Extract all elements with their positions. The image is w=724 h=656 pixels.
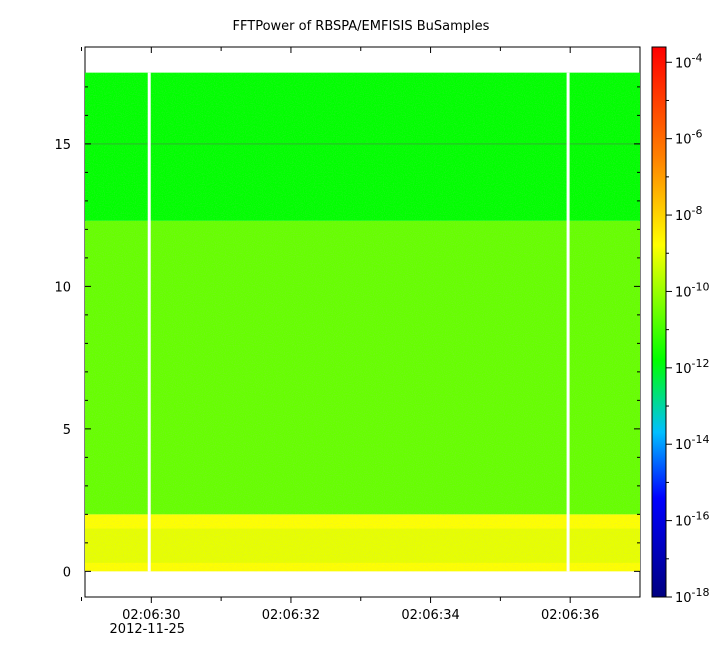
y-tick-label: 10 xyxy=(54,280,71,295)
colorbar: 10-4 10-6 10-8 10-10 10-12 10-14 10-16 10-18 xyxy=(651,46,710,606)
colorbar-ticks: 10-4 10-6 10-8 10-10 10-12 10-14 10-16 10-18 xyxy=(666,51,710,606)
colorbar-gradient xyxy=(651,46,667,598)
spectrogram-features xyxy=(85,72,640,572)
spectrogram-noise-texture xyxy=(85,72,640,572)
y-tick-label: 15 xyxy=(54,138,71,153)
x-tick-label: 02:06:30 xyxy=(122,608,180,623)
colorbar-tick-label: 10-16 xyxy=(675,510,710,530)
y-tick-label: 0 xyxy=(63,565,71,580)
colorbar-tick-label: 10-12 xyxy=(675,357,710,377)
x-tick-label: 02:06:34 xyxy=(401,608,459,623)
chart-title: FFTPower of RBSPA/EMFISIS BuSamples xyxy=(233,19,490,34)
data-gap xyxy=(147,72,151,572)
colorbar-tick-label: 10-8 xyxy=(675,204,703,224)
colorbar-tick-label: 10-10 xyxy=(675,280,710,300)
y-axis: 0 5 10 15 xyxy=(54,86,640,580)
colorbar-tick-label: 10-18 xyxy=(675,586,710,606)
colorbar-tick-label: 10-14 xyxy=(675,433,710,453)
spectrogram-plot-area xyxy=(84,46,641,598)
x-date-label: 2012-11-25 xyxy=(110,622,186,637)
y-tick-label: 5 xyxy=(63,423,71,438)
colorbar-tick-label: 10-4 xyxy=(675,51,703,71)
colorbar-tick-label: 10-6 xyxy=(675,128,703,148)
data-gap xyxy=(566,72,570,572)
x-tick-label: 02:06:36 xyxy=(541,608,599,623)
x-tick-label: 02:06:32 xyxy=(262,608,320,623)
